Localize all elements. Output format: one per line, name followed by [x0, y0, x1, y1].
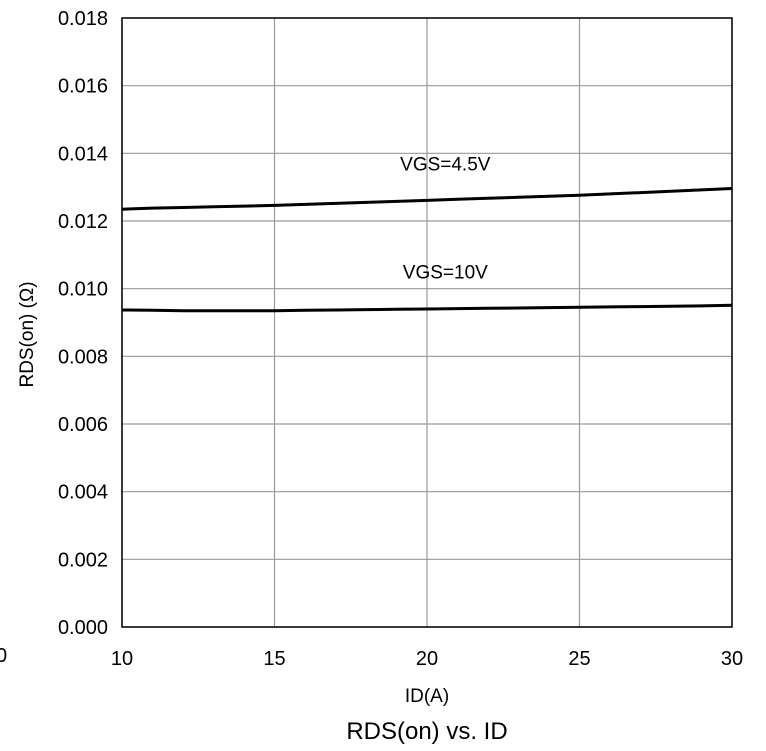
x-tick-label-3: 25: [568, 648, 590, 670]
stray-tick-label: 0: [0, 645, 7, 667]
y-tick-label-2: 0.004: [58, 482, 108, 504]
x-tick-labels: 10 15 20 25 30: [111, 648, 743, 670]
series-layer: [121, 187, 733, 313]
y-tick-label-4: 0.008: [58, 346, 108, 368]
x-tick-label-0: 10: [111, 648, 133, 670]
y-tick-label-8: 0.016: [58, 76, 108, 98]
y-tick-label-7: 0.014: [58, 143, 108, 165]
series-line-vgs-4-5v: [121, 187, 733, 211]
x-tick-label-1: 15: [263, 648, 285, 670]
grid-lines: [121, 17, 733, 628]
y-tick-label-5: 0.010: [58, 279, 108, 301]
series-line-vgs-10v: [121, 303, 733, 313]
x-tick-label-4: 30: [721, 648, 743, 670]
x-tick-label-2: 20: [416, 648, 438, 670]
annotations: VGS=4.5V VGS=10V: [400, 154, 491, 283]
y-tick-label-9: 0.018: [58, 8, 108, 30]
annotation-0: VGS=4.5V: [400, 154, 491, 175]
y-axis-label: RDS(on) (Ω): [17, 281, 38, 387]
x-axis-label: ID(A): [405, 686, 449, 707]
y-tick-label-1: 0.002: [58, 549, 108, 571]
y-tick-labels: 0.000 0.002 0.004 0.006 0.008 0.010 0.012 0.014…: [58, 8, 108, 639]
y-tick-label-6: 0.012: [58, 211, 108, 233]
chart-title: RDS(on) vs. ID: [346, 718, 507, 745]
y-tick-label-3: 0.006: [58, 414, 108, 436]
plot-frame: [121, 17, 733, 628]
y-tick-label-0: 0.000: [58, 617, 108, 639]
annotation-1: VGS=10V: [403, 263, 488, 284]
